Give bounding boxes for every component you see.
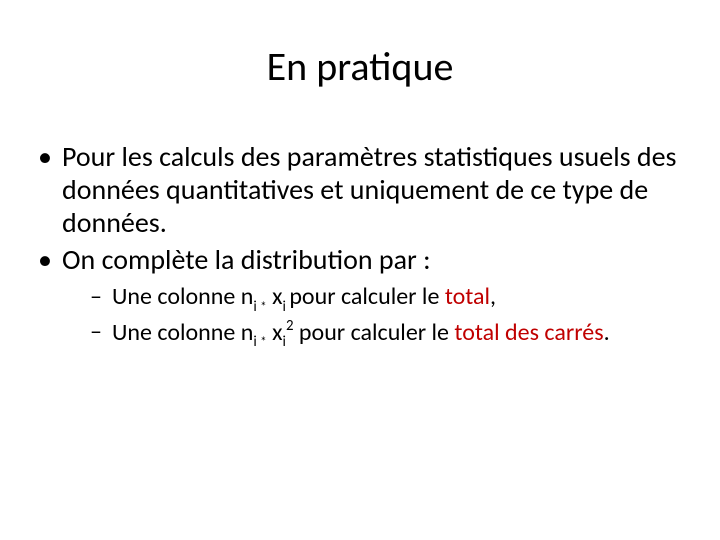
- sub-bullet-item-1: Une colonne ni * xi pour calculer le tot…: [90, 282, 682, 314]
- bullet-text: Pour les calculs des paramètres statisti…: [62, 139, 677, 240]
- highlight-total: total: [445, 282, 490, 311]
- bullet-text: On complète la distribution par :: [62, 242, 431, 277]
- sub-bullet-item-2: Une colonne ni * xi2 pour calculer le to…: [90, 317, 682, 350]
- subscript: i: [283, 297, 290, 315]
- sub-bullet-text: Une colonne ni * xi pour calculer le tot…: [112, 282, 496, 311]
- slide-title: En pratique: [0, 42, 720, 91]
- slide-body: Pour les calculs des paramètres statisti…: [38, 140, 682, 354]
- subscript: i: [283, 332, 286, 350]
- text-fragment: Une colonne n: [112, 282, 253, 311]
- superscript: 2: [286, 316, 294, 334]
- bullet-list-level2: Une colonne ni * xi pour calculer le tot…: [62, 282, 682, 350]
- text-fragment: x: [267, 282, 283, 311]
- bullet-item-1: Pour les calculs des paramètres statisti…: [38, 140, 682, 239]
- text-fragment: pour calculer le: [289, 282, 445, 311]
- bullet-list-level1: Pour les calculs des paramètres statisti…: [38, 140, 682, 350]
- bullet-item-2: On complète la distribution par : Une co…: [38, 243, 682, 350]
- text-fragment: Une colonne n: [112, 318, 253, 347]
- operator-star: *: [260, 333, 267, 350]
- highlight-total-squares: total des carrés: [454, 318, 603, 347]
- text-fragment: .: [604, 318, 610, 347]
- sub-bullet-text: Une colonne ni * xi2 pour calculer le to…: [112, 318, 610, 347]
- text-fragment: pour calculer le: [294, 318, 455, 347]
- slide: En pratique Pour les calculs des paramèt…: [0, 0, 720, 540]
- text-fragment: x: [267, 318, 283, 347]
- text-fragment: ,: [490, 282, 496, 311]
- operator-star: *: [260, 298, 267, 315]
